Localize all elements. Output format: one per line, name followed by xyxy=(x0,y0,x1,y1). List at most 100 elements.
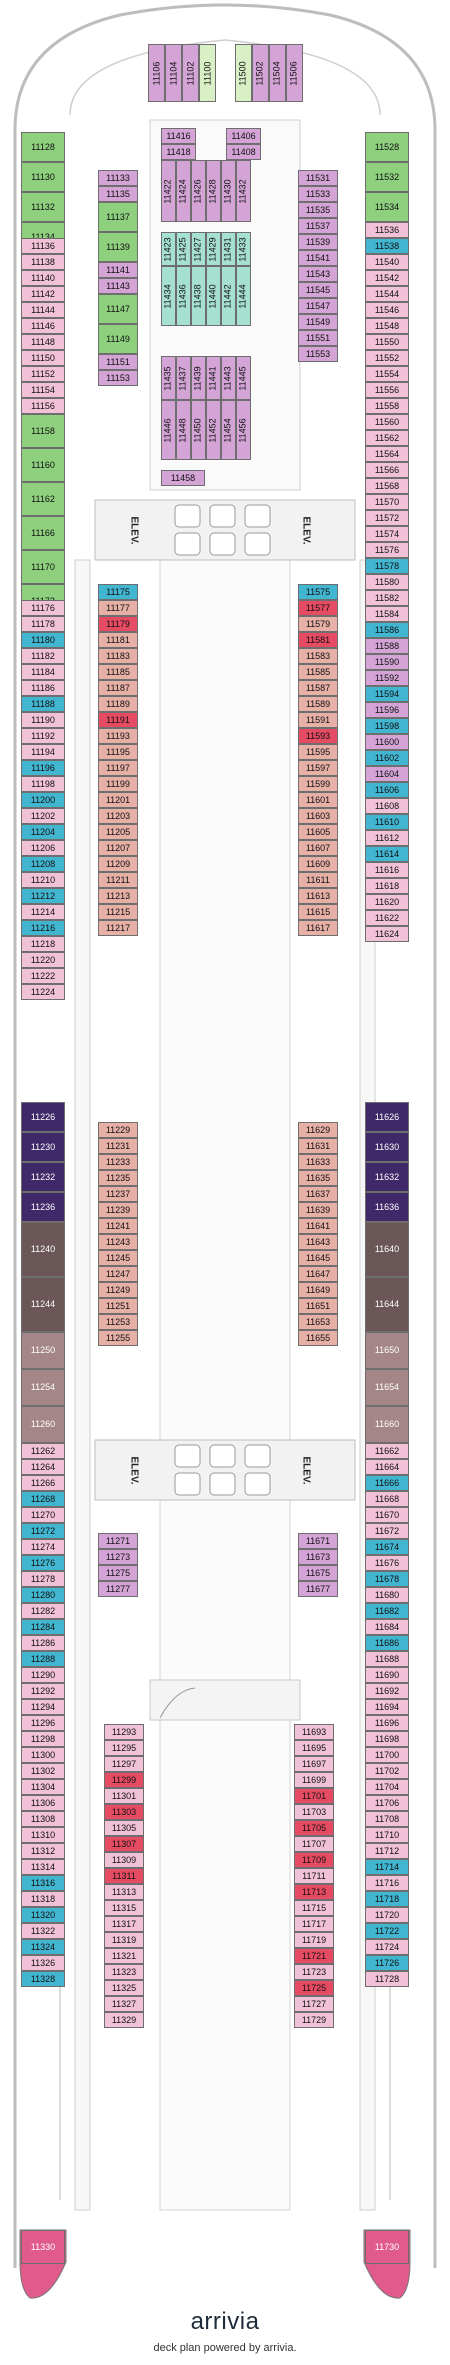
cabin-11184[interactable]: 11184 xyxy=(21,664,65,680)
cabin-11716[interactable]: 11716 xyxy=(365,1875,409,1891)
cabin-11546[interactable]: 11546 xyxy=(365,302,409,318)
cabin-11697[interactable]: 11697 xyxy=(294,1756,334,1772)
cabin-11720[interactable]: 11720 xyxy=(365,1907,409,1923)
cabin-11443[interactable]: 11443 xyxy=(221,356,236,400)
cabin-11696[interactable]: 11696 xyxy=(365,1715,409,1731)
cabin-11448[interactable]: 11448 xyxy=(176,400,191,460)
cabin-11132[interactable]: 11132 xyxy=(21,192,65,222)
cabin-11643[interactable]: 11643 xyxy=(298,1234,338,1250)
cabin-11603[interactable]: 11603 xyxy=(298,808,338,824)
cabin-11572[interactable]: 11572 xyxy=(365,510,409,526)
cabin-11192[interactable]: 11192 xyxy=(21,728,65,744)
cabin-11724[interactable]: 11724 xyxy=(365,1939,409,1955)
cabin-11130[interactable]: 11130 xyxy=(21,162,65,192)
cabin-11142[interactable]: 11142 xyxy=(21,286,65,302)
cabin-11433[interactable]: 11433 xyxy=(236,232,251,266)
cabin-11626[interactable]: 11626 xyxy=(365,1102,409,1132)
cabin-11319[interactable]: 11319 xyxy=(104,1932,144,1948)
cabin-11220[interactable]: 11220 xyxy=(21,952,65,968)
cabin-11670[interactable]: 11670 xyxy=(365,1507,409,1523)
cabin-11506[interactable]: 11506 xyxy=(286,44,303,102)
cabin-11441[interactable]: 11441 xyxy=(206,356,221,400)
cabin-11166[interactable]: 11166 xyxy=(21,516,65,550)
cabin-11688[interactable]: 11688 xyxy=(365,1651,409,1667)
cabin-11613[interactable]: 11613 xyxy=(298,888,338,904)
cabin-11324[interactable]: 11324 xyxy=(21,1939,65,1955)
cabin-11232[interactable]: 11232 xyxy=(21,1162,65,1192)
cabin-11408[interactable]: 11408 xyxy=(226,144,261,160)
cabin-11136[interactable]: 11136 xyxy=(21,238,65,254)
cabin-11612[interactable]: 11612 xyxy=(365,830,409,846)
cabin-11197[interactable]: 11197 xyxy=(98,760,138,776)
cabin-11713[interactable]: 11713 xyxy=(294,1884,334,1900)
cabin-11104[interactable]: 11104 xyxy=(165,44,182,102)
cabin-11418[interactable]: 11418 xyxy=(161,144,196,160)
cabin-11193[interactable]: 11193 xyxy=(98,728,138,744)
cabin-11668[interactable]: 11668 xyxy=(365,1491,409,1507)
cabin-11585[interactable]: 11585 xyxy=(298,664,338,680)
cabin-11437[interactable]: 11437 xyxy=(176,356,191,400)
cabin-11730[interactable]: 11730 xyxy=(365,2230,409,2264)
cabin-11610[interactable]: 11610 xyxy=(365,814,409,830)
cabin-11536[interactable]: 11536 xyxy=(365,222,409,238)
cabin-11292[interactable]: 11292 xyxy=(21,1683,65,1699)
cabin-11684[interactable]: 11684 xyxy=(365,1619,409,1635)
cabin-11106[interactable]: 11106 xyxy=(148,44,165,102)
cabin-11328[interactable]: 11328 xyxy=(21,1971,65,1987)
cabin-11203[interactable]: 11203 xyxy=(98,808,138,824)
cabin-11624[interactable]: 11624 xyxy=(365,926,409,942)
cabin-11180[interactable]: 11180 xyxy=(21,632,65,648)
cabin-11714[interactable]: 11714 xyxy=(365,1859,409,1875)
cabin-11243[interactable]: 11243 xyxy=(98,1234,138,1250)
cabin-11306[interactable]: 11306 xyxy=(21,1795,65,1811)
cabin-11423[interactable]: 11423 xyxy=(161,232,176,266)
cabin-11556[interactable]: 11556 xyxy=(365,382,409,398)
cabin-11241[interactable]: 11241 xyxy=(98,1218,138,1234)
cabin-11677[interactable]: 11677 xyxy=(298,1581,338,1597)
cabin-11611[interactable]: 11611 xyxy=(298,872,338,888)
cabin-11723[interactable]: 11723 xyxy=(294,1964,334,1980)
cabin-11102[interactable]: 11102 xyxy=(182,44,199,102)
cabin-11671[interactable]: 11671 xyxy=(298,1533,338,1549)
cabin-11707[interactable]: 11707 xyxy=(294,1836,334,1852)
cabin-11597[interactable]: 11597 xyxy=(298,760,338,776)
cabin-11303[interactable]: 11303 xyxy=(104,1804,144,1820)
cabin-11260[interactable]: 11260 xyxy=(21,1406,65,1443)
cabin-11543[interactable]: 11543 xyxy=(298,266,338,282)
cabin-11640[interactable]: 11640 xyxy=(365,1222,409,1277)
cabin-11210[interactable]: 11210 xyxy=(21,872,65,888)
cabin-11154[interactable]: 11154 xyxy=(21,382,65,398)
cabin-11326[interactable]: 11326 xyxy=(21,1955,65,1971)
cabin-11190[interactable]: 11190 xyxy=(21,712,65,728)
cabin-11310[interactable]: 11310 xyxy=(21,1827,65,1843)
cabin-11673[interactable]: 11673 xyxy=(298,1549,338,1565)
cabin-11254[interactable]: 11254 xyxy=(21,1369,65,1406)
cabin-11188[interactable]: 11188 xyxy=(21,696,65,712)
cabin-11602[interactable]: 11602 xyxy=(365,750,409,766)
cabin-11300[interactable]: 11300 xyxy=(21,1747,65,1763)
cabin-11183[interactable]: 11183 xyxy=(98,648,138,664)
cabin-11725[interactable]: 11725 xyxy=(294,1980,334,1996)
cabin-11206[interactable]: 11206 xyxy=(21,840,65,856)
cabin-11187[interactable]: 11187 xyxy=(98,680,138,696)
cabin-11608[interactable]: 11608 xyxy=(365,798,409,814)
cabin-11179[interactable]: 11179 xyxy=(98,616,138,632)
cabin-11276[interactable]: 11276 xyxy=(21,1555,65,1571)
cabin-11178[interactable]: 11178 xyxy=(21,616,65,632)
cabin-11312[interactable]: 11312 xyxy=(21,1843,65,1859)
cabin-11235[interactable]: 11235 xyxy=(98,1170,138,1186)
cabin-11600[interactable]: 11600 xyxy=(365,734,409,750)
cabin-11271[interactable]: 11271 xyxy=(98,1533,138,1549)
cabin-11191[interactable]: 11191 xyxy=(98,712,138,728)
cabin-11432[interactable]: 11432 xyxy=(236,160,251,222)
cabin-11431[interactable]: 11431 xyxy=(221,232,236,266)
cabin-11647[interactable]: 11647 xyxy=(298,1266,338,1282)
cabin-11236[interactable]: 11236 xyxy=(21,1192,65,1222)
cabin-11315[interactable]: 11315 xyxy=(104,1900,144,1916)
cabin-11662[interactable]: 11662 xyxy=(365,1443,409,1459)
cabin-11273[interactable]: 11273 xyxy=(98,1549,138,1565)
cabin-11270[interactable]: 11270 xyxy=(21,1507,65,1523)
cabin-11632[interactable]: 11632 xyxy=(365,1162,409,1192)
cabin-11422[interactable]: 11422 xyxy=(161,160,176,222)
cabin-11304[interactable]: 11304 xyxy=(21,1779,65,1795)
